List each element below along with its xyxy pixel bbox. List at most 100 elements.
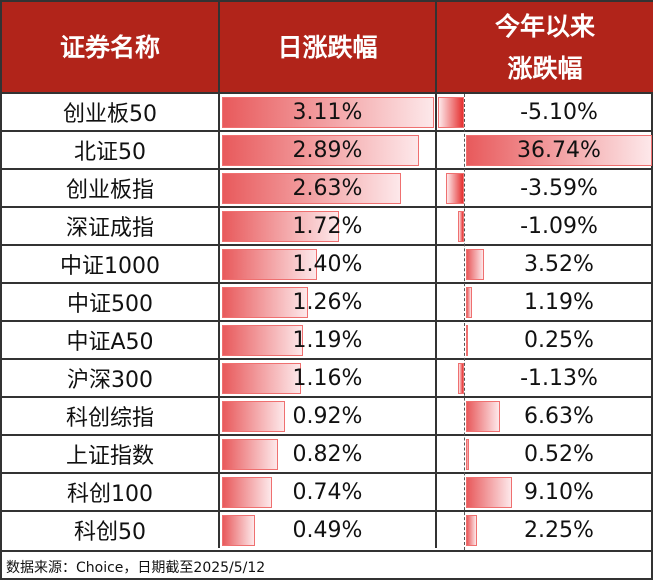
ytd-bar bbox=[438, 97, 464, 128]
ytd-bar bbox=[445, 173, 464, 204]
daily-change-cell: 2.89% bbox=[220, 132, 437, 168]
ytd-change-value: 0.52% bbox=[524, 441, 594, 467]
table-row: 创业板指 2.63% -3.59% bbox=[2, 168, 653, 206]
security-name: 创业板50 bbox=[2, 94, 220, 130]
ytd-bar bbox=[466, 325, 468, 356]
daily-change-cell: 0.74% bbox=[220, 474, 437, 510]
ytd-change-cell: -1.13% bbox=[465, 360, 653, 396]
header-ytd-line2: 涨跌幅 bbox=[507, 54, 583, 83]
ytd-bar bbox=[466, 287, 473, 318]
daily-change-value: 0.74% bbox=[292, 479, 363, 505]
ytd-change-cell: 1.19% bbox=[465, 284, 653, 320]
security-name: 中证1000 bbox=[2, 246, 220, 282]
header-security-name: 证券名称 bbox=[2, 2, 220, 94]
daily-bar bbox=[222, 287, 308, 318]
ytd-change-value: 6.63% bbox=[524, 403, 594, 429]
table-row: 中证A50 1.19% 0.25% bbox=[2, 320, 653, 358]
daily-change-cell: 1.72% bbox=[220, 208, 437, 244]
ytd-change-value: 9.10% bbox=[524, 479, 594, 505]
daily-bar bbox=[222, 401, 285, 432]
daily-change-value: 1.19% bbox=[292, 327, 363, 353]
security-name: 北证50 bbox=[2, 132, 220, 168]
ytd-change-cell: 0.25% bbox=[465, 322, 653, 358]
table-row: 中证500 1.26% 1.19% bbox=[2, 282, 653, 320]
ytd-change-value: 1.19% bbox=[524, 289, 594, 315]
ytd-bar bbox=[466, 401, 500, 432]
security-name: 中证A50 bbox=[2, 322, 220, 358]
daily-bar bbox=[222, 135, 419, 166]
daily-change-value: 1.16% bbox=[292, 365, 363, 391]
ytd-change-value: -1.13% bbox=[520, 365, 598, 391]
daily-change-value: 0.82% bbox=[292, 441, 363, 467]
ytd-change-cell: 0.52% bbox=[465, 436, 653, 472]
table-row: 中证1000 1.40% 3.52% bbox=[2, 244, 653, 282]
daily-change-value: 1.72% bbox=[292, 213, 363, 239]
table-row: 沪深300 1.16% -1.13% bbox=[2, 358, 653, 396]
daily-change-cell: 3.11% bbox=[220, 94, 437, 130]
ytd-change-value: -1.09% bbox=[520, 213, 598, 239]
ytd-zero-axis bbox=[464, 94, 465, 550]
source-footnote: 数据来源：Choice，日期截至2025/5/12 bbox=[2, 550, 653, 582]
ytd-change-value: -3.59% bbox=[520, 175, 598, 201]
table-row: 深证成指 1.72% -1.09% bbox=[2, 206, 653, 244]
ytd-change-cell: -3.59% bbox=[465, 170, 653, 206]
ytd-change-value: 3.52% bbox=[524, 251, 594, 277]
security-name: 创业板指 bbox=[2, 170, 220, 206]
ytd-change-cell: -5.10% bbox=[465, 94, 653, 130]
daily-bar bbox=[222, 173, 402, 204]
ytd-change-cell: 3.52% bbox=[465, 246, 653, 282]
daily-change-cell: 0.49% bbox=[220, 512, 437, 548]
ytd-bar bbox=[466, 515, 478, 546]
ytd-bar bbox=[466, 477, 513, 508]
daily-change-cell: 0.92% bbox=[220, 398, 437, 434]
daily-change-value: 0.49% bbox=[292, 517, 363, 543]
daily-bar bbox=[222, 211, 340, 242]
header-ytd-line1: 今年以来 bbox=[494, 12, 595, 41]
ytd-bar bbox=[466, 439, 469, 470]
table-row: 创业板50 3.11% -5.10% bbox=[2, 92, 653, 130]
header-daily-change: 日涨跌幅 bbox=[220, 2, 437, 94]
security-name: 深证成指 bbox=[2, 208, 220, 244]
security-name: 上证指数 bbox=[2, 436, 220, 472]
daily-change-cell: 0.82% bbox=[220, 436, 437, 472]
daily-bar bbox=[222, 477, 273, 508]
daily-change-value: 2.63% bbox=[292, 175, 363, 201]
daily-bar bbox=[222, 249, 318, 280]
daily-bar bbox=[222, 363, 302, 394]
security-name: 科创100 bbox=[2, 474, 220, 510]
daily-change-value: 3.11% bbox=[292, 99, 363, 125]
daily-change-value: 1.40% bbox=[292, 251, 363, 277]
ytd-bar bbox=[466, 135, 652, 166]
daily-change-cell: 2.63% bbox=[220, 170, 437, 206]
ytd-bar bbox=[458, 363, 464, 394]
ytd-change-cell: 36.74% bbox=[465, 132, 653, 168]
header-ytd-change: 今年以来 涨跌幅 bbox=[437, 2, 653, 94]
daily-bar bbox=[222, 439, 278, 470]
daily-change-cell: 1.26% bbox=[220, 284, 437, 320]
ytd-change-cell: -1.09% bbox=[465, 208, 653, 244]
daily-change-cell: 1.16% bbox=[220, 360, 437, 396]
daily-bar bbox=[222, 97, 434, 128]
daily-change-value: 1.26% bbox=[292, 289, 363, 315]
security-name: 中证500 bbox=[2, 284, 220, 320]
security-name: 科创综指 bbox=[2, 398, 220, 434]
ytd-change-value: -5.10% bbox=[520, 99, 598, 125]
daily-change-value: 2.89% bbox=[292, 137, 363, 163]
daily-change-cell: 1.40% bbox=[220, 246, 437, 282]
table-row: 上证指数 0.82% 0.52% bbox=[2, 434, 653, 472]
daily-bar bbox=[222, 325, 304, 356]
ytd-change-value: 36.74% bbox=[517, 137, 601, 163]
ytd-change-value: 0.25% bbox=[524, 327, 594, 353]
security-name: 科创50 bbox=[2, 512, 220, 548]
daily-change-cell: 1.19% bbox=[220, 322, 437, 358]
table-row: 科创综指 0.92% 6.63% bbox=[2, 396, 653, 434]
ytd-bar bbox=[466, 249, 484, 280]
table-row: 科创100 0.74% 9.10% bbox=[2, 472, 653, 510]
ytd-change-cell: 9.10% bbox=[465, 474, 653, 510]
security-name: 沪深300 bbox=[2, 360, 220, 396]
ytd-change-value: 2.25% bbox=[524, 517, 594, 543]
table-row: 北证50 2.89% 36.74% bbox=[2, 130, 653, 168]
ytd-bar bbox=[458, 211, 464, 242]
table-row: 科创50 0.49% 2.25% bbox=[2, 510, 653, 548]
